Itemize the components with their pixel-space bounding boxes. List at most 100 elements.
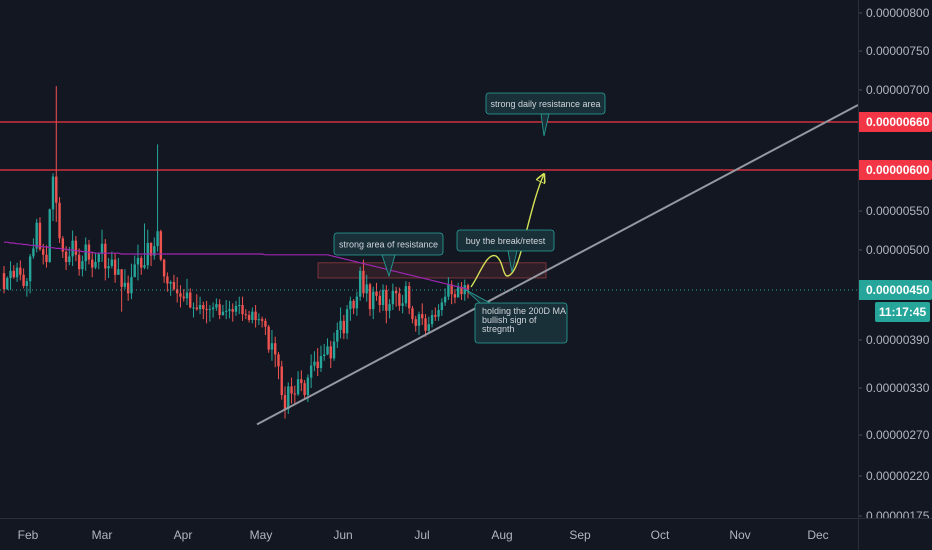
candle-down[interactable] (398, 293, 401, 306)
candle-up[interactable] (456, 286, 460, 298)
candle-down[interactable] (316, 361, 319, 368)
candle-down[interactable] (407, 286, 411, 309)
candle-up[interactable] (336, 330, 339, 342)
candle-up[interactable] (143, 265, 146, 268)
candle-up[interactable] (94, 262, 97, 268)
annotations[interactable]: strong daily resistance area strong area … (333, 92, 606, 344)
candle-up[interactable] (309, 365, 313, 378)
candle-down[interactable] (411, 308, 414, 320)
price-axis[interactable]: 0.00000800 0.00000750 0.00000700 0.00000600… (858, 0, 932, 523)
candle-down[interactable] (394, 290, 398, 294)
candle-up[interactable] (296, 379, 300, 395)
candle-up[interactable] (326, 346, 329, 355)
candle-up[interactable] (97, 254, 100, 262)
candle-down[interactable] (260, 319, 264, 321)
candle-down[interactable] (77, 254, 81, 270)
candle-up[interactable] (355, 296, 359, 309)
candle-down[interactable] (378, 295, 381, 305)
candle-up[interactable] (427, 324, 430, 331)
candle-up[interactable] (100, 243, 104, 254)
candle-up[interactable] (319, 356, 323, 368)
candle-up[interactable] (358, 270, 362, 297)
candle-up[interactable] (234, 305, 238, 312)
candle-up[interactable] (81, 261, 84, 270)
candle-up[interactable] (372, 291, 375, 310)
candle-down[interactable] (113, 259, 117, 275)
candle-down[interactable] (460, 286, 463, 295)
candle-down[interactable] (58, 202, 61, 239)
candle-down[interactable] (159, 231, 163, 260)
candle-up[interactable] (313, 361, 316, 366)
candle-up[interactable] (447, 284, 450, 297)
candle-up[interactable] (440, 302, 444, 311)
candle-down[interactable] (385, 290, 388, 311)
candle-up[interactable] (287, 386, 290, 410)
candle-down[interactable] (55, 176, 58, 203)
candle-up[interactable] (339, 320, 342, 330)
candle-down[interactable] (267, 326, 270, 350)
candle-down[interactable] (329, 346, 332, 359)
candle-down[interactable] (453, 294, 457, 298)
candle-down[interactable] (342, 320, 346, 334)
candle-down[interactable] (64, 251, 68, 262)
annotation-callout[interactable]: strong daily resistance area (485, 92, 606, 137)
candle-up[interactable] (153, 246, 156, 256)
candle-down[interactable] (254, 311, 257, 320)
candle-down[interactable] (140, 258, 143, 268)
candle-down[interactable] (466, 285, 470, 290)
candle-up[interactable] (238, 305, 241, 306)
candle-down[interactable] (205, 309, 208, 311)
candle-down[interactable] (414, 319, 417, 326)
candle-down[interactable] (172, 282, 176, 290)
candle-down[interactable] (2, 273, 6, 290)
candle-up[interactable] (404, 286, 408, 304)
candle-up[interactable] (130, 277, 133, 294)
candle-up[interactable] (117, 269, 120, 275)
candle-down[interactable] (22, 274, 25, 286)
candle-up[interactable] (349, 300, 352, 310)
candle-up[interactable] (401, 303, 404, 306)
candle-up[interactable] (51, 176, 55, 210)
candle-up[interactable] (68, 256, 71, 262)
candle-down[interactable] (264, 320, 267, 327)
candle-down[interactable] (434, 315, 437, 317)
candle-down[interactable] (283, 395, 287, 410)
candle-up[interactable] (133, 264, 136, 278)
candle-down[interactable] (19, 267, 22, 275)
candle-up[interactable] (257, 319, 261, 321)
candle-up[interactable] (388, 304, 391, 311)
candle-up[interactable] (35, 222, 38, 249)
candle-up[interactable] (198, 305, 202, 310)
candle-down[interactable] (195, 307, 198, 310)
candle-up[interactable] (430, 315, 434, 325)
candle-down[interactable] (241, 305, 244, 315)
candle-down[interactable] (300, 379, 303, 384)
candle-up[interactable] (25, 281, 29, 286)
candle-up[interactable] (15, 267, 19, 278)
candle-down[interactable] (189, 292, 192, 308)
candle-down[interactable] (202, 305, 205, 310)
candle-up[interactable] (123, 282, 127, 287)
candle-down[interactable] (362, 270, 365, 294)
trendline[interactable] (256, 104, 859, 426)
candle-down[interactable] (42, 249, 45, 255)
candle-down[interactable] (450, 284, 453, 295)
candle-down[interactable] (290, 386, 293, 394)
candle-up[interactable] (9, 270, 12, 278)
annotation-callout[interactable]: buy the break/retest (456, 229, 555, 273)
candle-down[interactable] (231, 309, 234, 312)
candle-down[interactable] (12, 270, 16, 278)
annotation-callout[interactable]: strong area of resistance (333, 232, 444, 278)
candle-up[interactable] (391, 290, 395, 305)
candle-up[interactable] (169, 282, 172, 284)
candle-up[interactable] (156, 231, 159, 247)
candle-up[interactable] (437, 310, 440, 317)
candle-down[interactable] (293, 393, 297, 395)
candle-down[interactable] (162, 259, 166, 277)
candle-down[interactable] (166, 276, 169, 284)
candle-up[interactable] (224, 310, 228, 312)
candle-up[interactable] (185, 292, 189, 299)
candle-down[interactable] (277, 354, 280, 367)
